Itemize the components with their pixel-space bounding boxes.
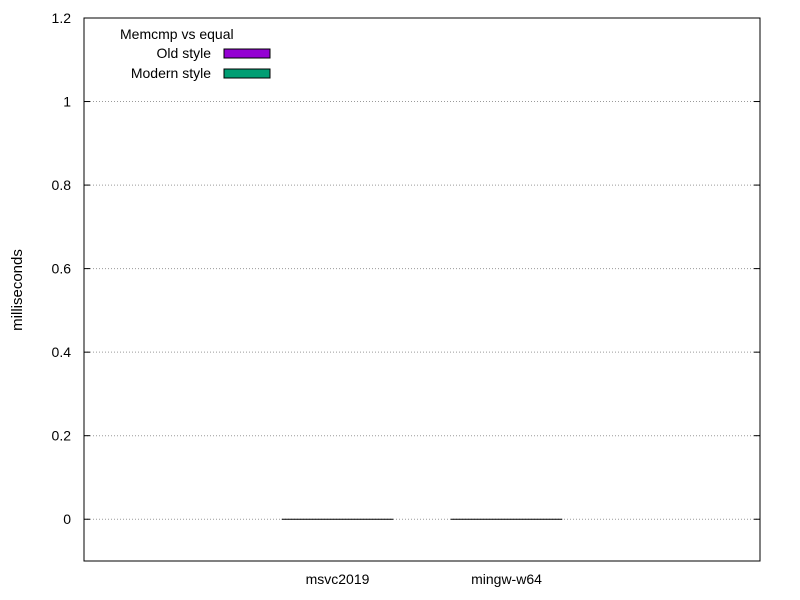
x-tick-label: mingw-w64 — [471, 571, 542, 587]
y-tick-label: 0.4 — [52, 344, 72, 360]
y-tick-label: 1.2 — [52, 10, 72, 26]
legend-label: Old style — [157, 45, 212, 61]
plot-border — [83, 17, 761, 562]
y-tick-label: 0 — [63, 511, 71, 527]
legend-title: Memcmp vs equal — [120, 26, 234, 42]
grid-lines — [84, 101, 760, 520]
y-tick-label: 1 — [63, 94, 71, 110]
y-tick-label: 0.2 — [52, 428, 72, 444]
legend-swatch — [223, 48, 271, 59]
legend: Memcmp vs equal Old style Modern style — [120, 26, 271, 81]
x-tick-label: msvc2019 — [306, 571, 370, 587]
y-axis-label: milliseconds — [9, 249, 26, 331]
y-axis-ticks: 0 0.2 0.4 0.6 0.8 1 1.2 — [52, 10, 760, 527]
legend-label: Modern style — [131, 65, 211, 81]
legend-entries: Old style Modern style — [131, 45, 271, 81]
x-axis-labels: msvc2019 mingw-w64 — [306, 571, 543, 587]
legend-swatch — [223, 68, 271, 79]
y-tick-label: 0.6 — [52, 261, 72, 277]
y-tick-label: 0.8 — [52, 177, 72, 193]
